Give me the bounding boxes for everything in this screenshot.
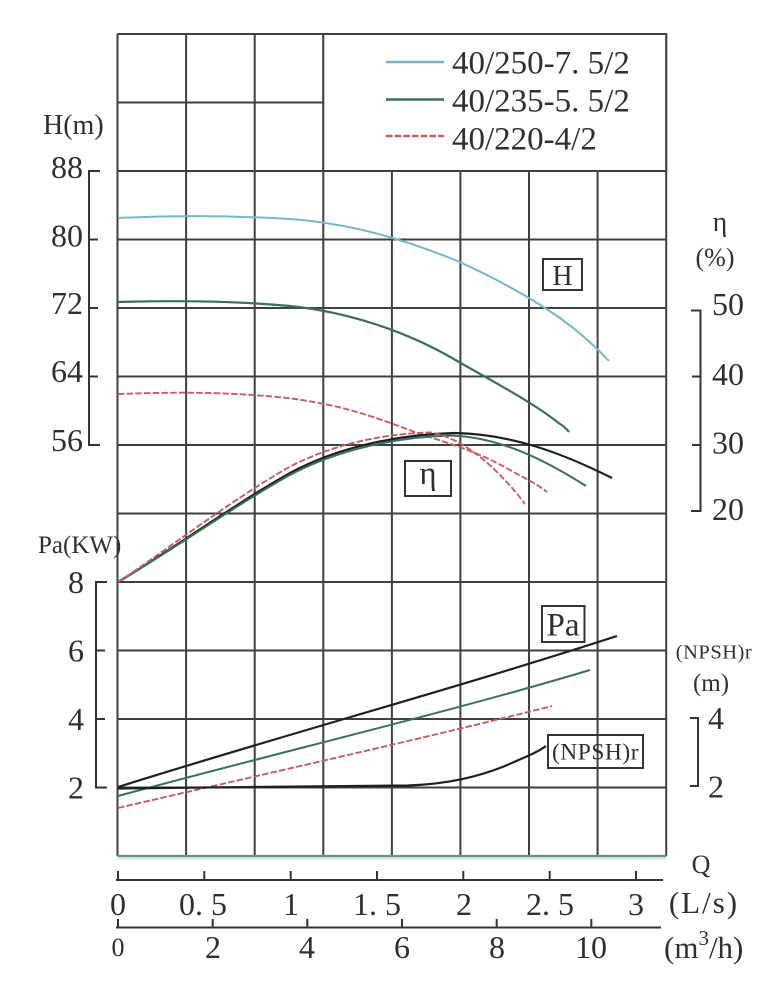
svg-text:50: 50 bbox=[712, 286, 744, 322]
svg-text:η: η bbox=[419, 456, 436, 492]
svg-text:(L/s): (L/s) bbox=[669, 885, 739, 920]
svg-text:2: 2 bbox=[708, 769, 724, 805]
svg-text:Pa(KW): Pa(KW) bbox=[38, 532, 121, 559]
svg-text:(m): (m) bbox=[693, 670, 729, 697]
svg-text:64: 64 bbox=[51, 353, 83, 389]
svg-text:(%): (%) bbox=[696, 243, 735, 272]
svg-text:4: 4 bbox=[708, 700, 724, 736]
svg-text:2: 2 bbox=[205, 929, 221, 965]
svg-text:(NPSH)r: (NPSH)r bbox=[676, 642, 752, 664]
svg-text:8: 8 bbox=[68, 564, 84, 600]
svg-text:2: 2 bbox=[456, 886, 472, 922]
svg-text:(NPSH)r: (NPSH)r bbox=[552, 740, 639, 766]
svg-text:2. 5: 2. 5 bbox=[526, 886, 574, 922]
svg-text:0: 0 bbox=[110, 886, 126, 922]
svg-text:40/250-7. 5/2: 40/250-7. 5/2 bbox=[452, 46, 630, 82]
svg-text:40: 40 bbox=[712, 356, 744, 392]
svg-text:η: η bbox=[713, 207, 728, 238]
svg-text:Q: Q bbox=[692, 850, 711, 879]
svg-text:2: 2 bbox=[68, 770, 84, 806]
svg-text:1: 1 bbox=[283, 886, 299, 922]
svg-text:(m3/h): (m3/h) bbox=[664, 926, 743, 965]
svg-text:H(m): H(m) bbox=[43, 110, 104, 141]
svg-text:80: 80 bbox=[51, 218, 83, 254]
svg-text:20: 20 bbox=[712, 491, 744, 527]
svg-text:72: 72 bbox=[51, 285, 83, 321]
svg-text:88: 88 bbox=[51, 149, 83, 185]
svg-text:H: H bbox=[552, 261, 572, 292]
svg-text:Pa: Pa bbox=[547, 608, 580, 644]
svg-text:40/235-5. 5/2: 40/235-5. 5/2 bbox=[452, 84, 630, 120]
svg-text:40/220-4/2: 40/220-4/2 bbox=[452, 122, 597, 158]
svg-text:30: 30 bbox=[712, 425, 744, 461]
svg-text:0. 5: 0. 5 bbox=[179, 886, 227, 922]
svg-text:4: 4 bbox=[68, 701, 84, 737]
svg-text:10: 10 bbox=[575, 929, 607, 965]
svg-text:6: 6 bbox=[68, 633, 84, 669]
svg-text:3: 3 bbox=[628, 886, 644, 922]
svg-text:6: 6 bbox=[394, 929, 410, 965]
svg-text:56: 56 bbox=[51, 422, 83, 458]
svg-text:4: 4 bbox=[299, 929, 315, 965]
svg-text:0: 0 bbox=[112, 933, 125, 962]
svg-text:1. 5: 1. 5 bbox=[353, 886, 401, 922]
svg-text:8: 8 bbox=[489, 929, 505, 965]
